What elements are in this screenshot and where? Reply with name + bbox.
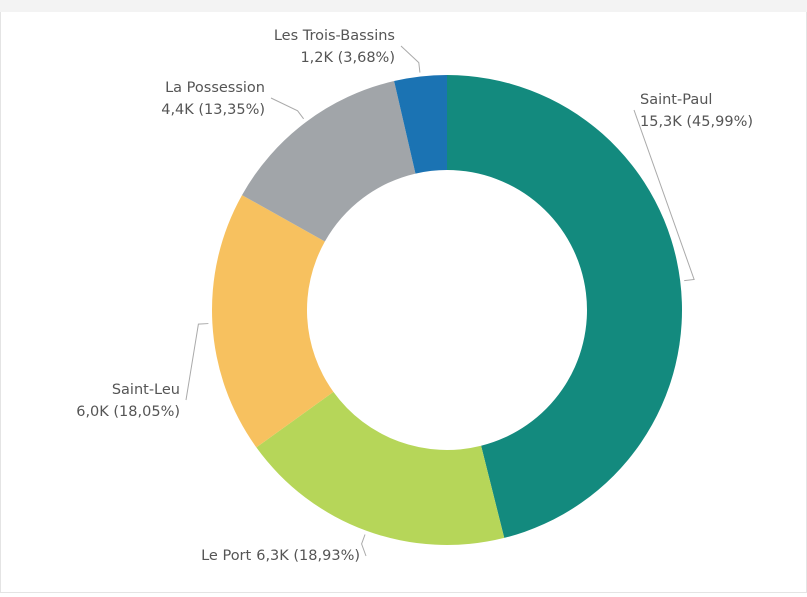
category-label: Les Trois-Bassins [274,28,395,44]
leader-line [270,97,305,120]
donut-slice [447,75,682,538]
category-label: La Possession [165,80,265,96]
leader-line [633,109,695,282]
donut-slice [211,195,334,448]
donut-slice [242,81,416,242]
category-label: Le Port [201,548,251,564]
category-label: Saint-Leu [112,382,180,398]
leader-line [400,45,421,73]
leader-line [185,323,209,401]
card-top-shadow [0,0,807,12]
value-label: 6,3K (18,93%) [256,548,360,564]
donut-slice [394,75,447,174]
value-label: 15,3K (45,99%) [640,114,753,130]
leader-line [361,534,367,557]
value-label: 4,4K (13,35%) [161,102,265,118]
data-label: Le Port 6,3K (18,93%) [201,548,360,564]
value-label: 1,2K (3,68%) [300,50,395,66]
donut-slice [256,391,505,546]
category-label: Saint-Paul [640,92,712,108]
value-label: 6,0K (18,05%) [76,404,180,420]
